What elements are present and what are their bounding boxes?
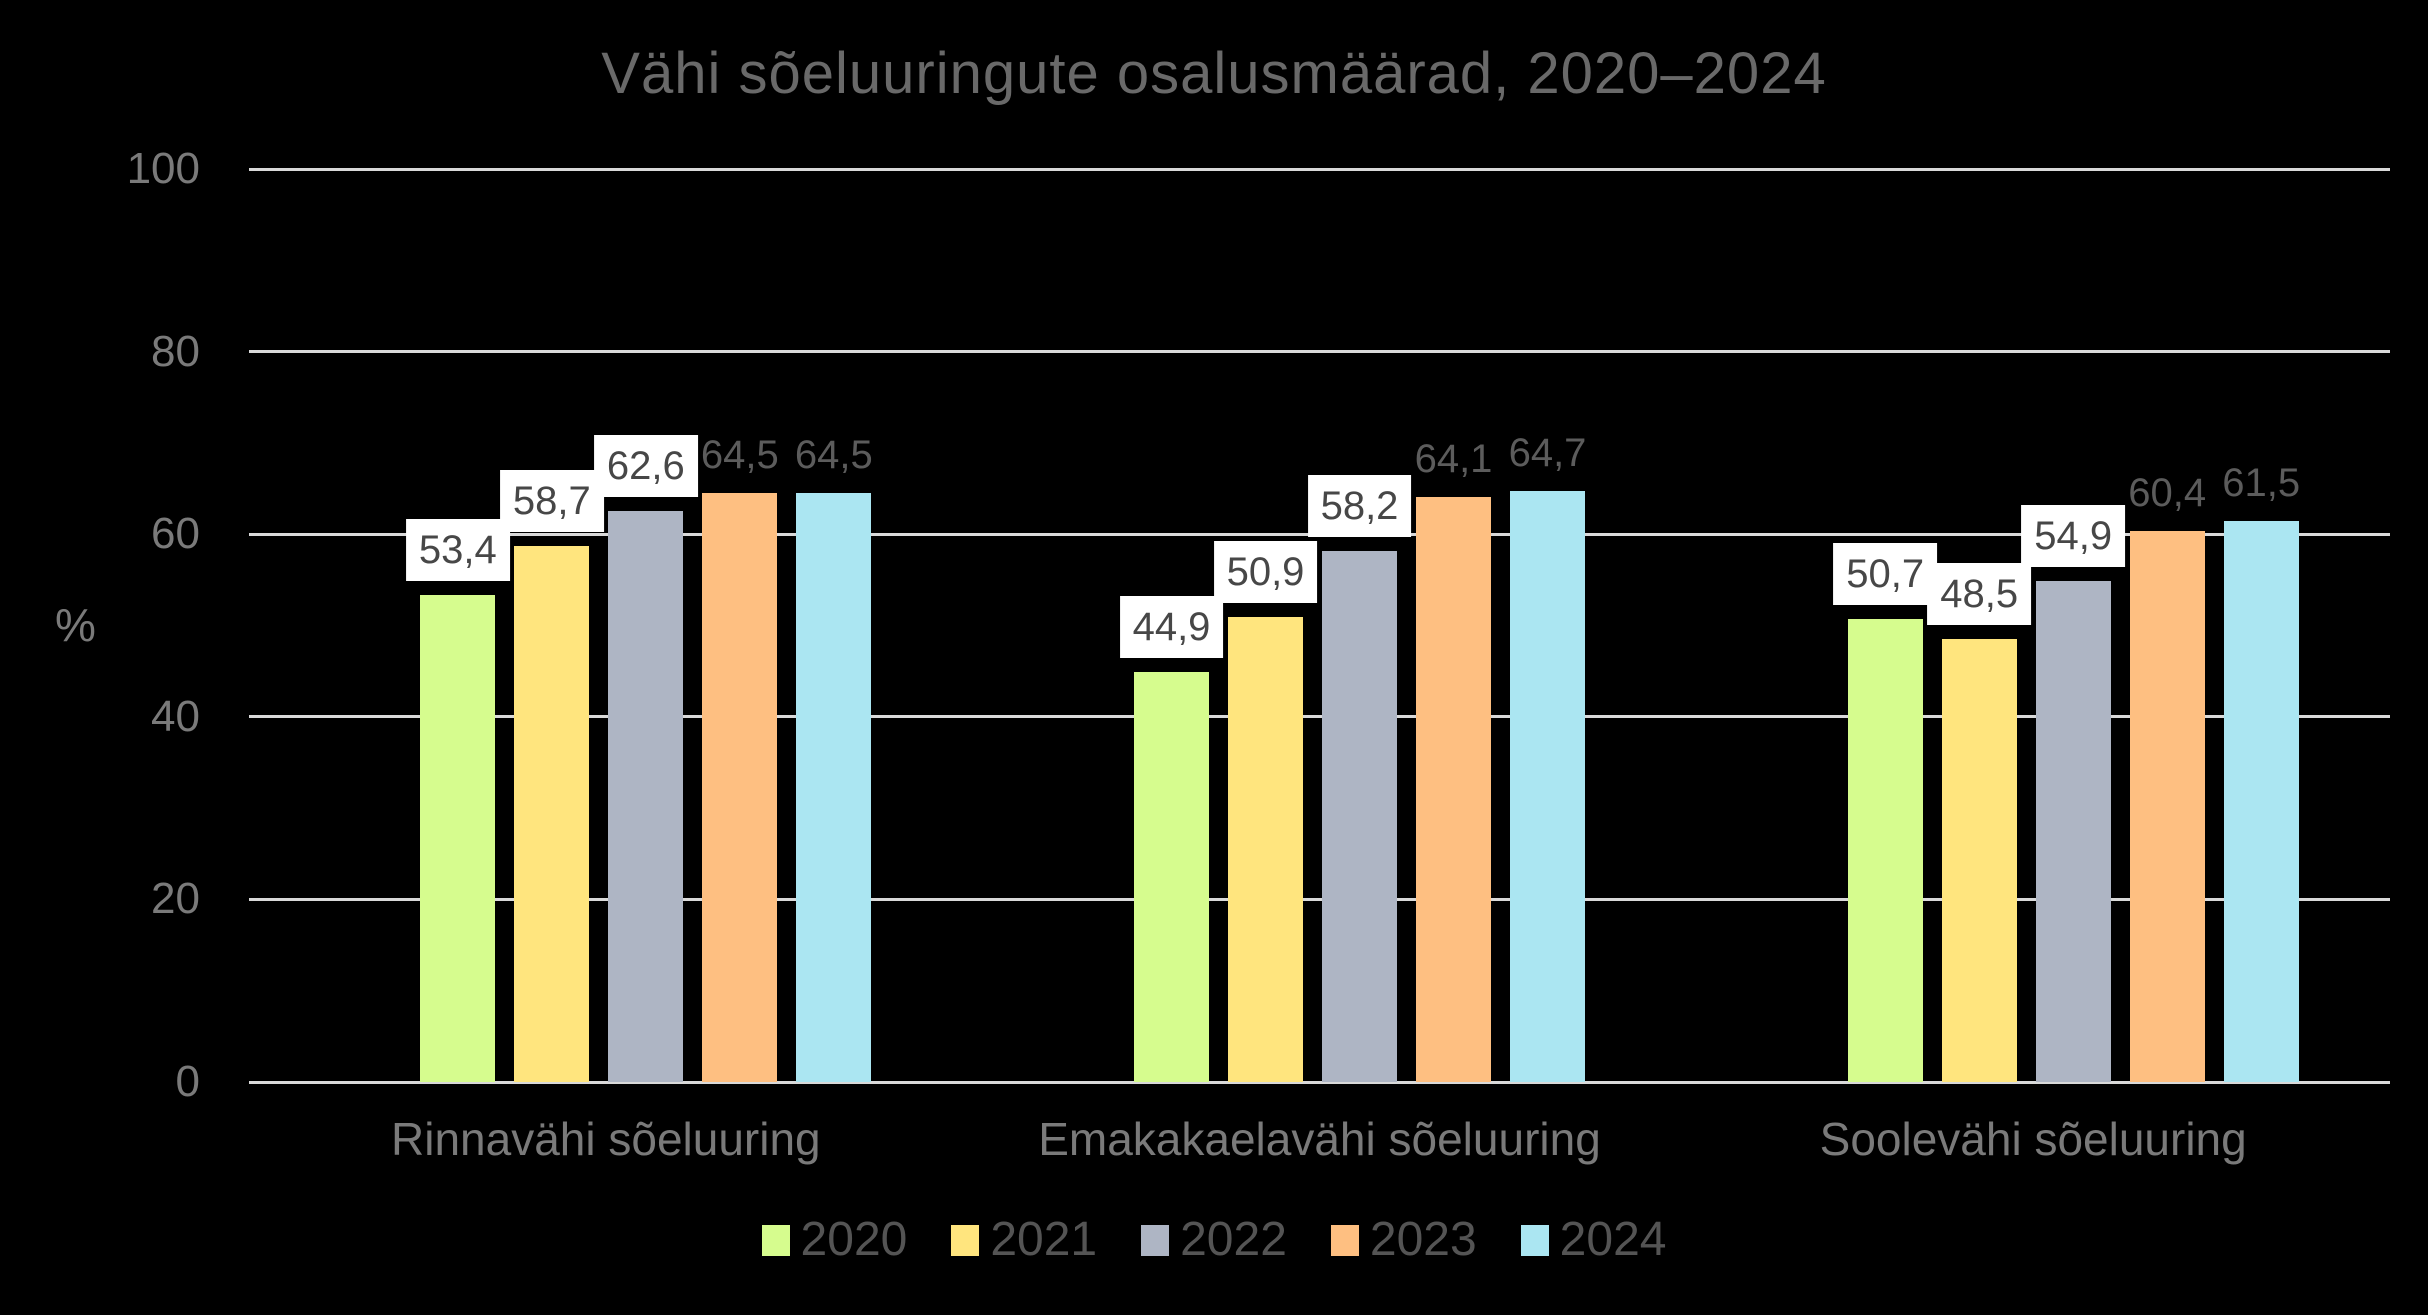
legend-swatch <box>1520 1224 1549 1256</box>
y-tick-label: 20 <box>151 874 200 924</box>
bar-value-label: 53,4 <box>405 518 510 581</box>
legend-item-2023: 2023 <box>1330 1213 1477 1266</box>
legend-label: 2024 <box>1559 1213 1667 1266</box>
bar-groups: 53,4 58,7 62,6 64,5 64,5 44,9 50,9 58,2 64,1 64,7… <box>249 169 2390 1082</box>
bar-value-label: 50,9 <box>1213 541 1318 604</box>
bar-value-label: 64,5 <box>700 433 779 478</box>
bar-2024: 64,5 <box>795 435 873 1082</box>
bar-group: 44,9 50,9 58,2 64,1 64,7 <box>1003 169 1717 1082</box>
plot-area: 53,4 58,7 62,6 64,5 64,5 44,9 50,9 58,2 64,1 64,7… <box>127 144 2390 1106</box>
bar-value-label: 60,4 <box>2128 470 2207 515</box>
legend-item-2024: 2024 <box>1520 1213 1667 1266</box>
gridline <box>249 897 2390 901</box>
bar-value-label: 64,7 <box>1508 431 1587 476</box>
bar-value-label: 58,7 <box>499 470 604 533</box>
legend-item-2021: 2021 <box>951 1216 1097 1264</box>
bar-2023: 64,5 <box>701 435 779 1082</box>
bar-2022: 58,2 <box>1307 474 1412 1082</box>
category-label: Emakakaelavähi sõeluuring <box>1038 1113 1601 1165</box>
legend-label: 2023 <box>1369 1213 1477 1266</box>
y-axis-unit-label: % <box>55 599 96 651</box>
bar-value-label: 48,5 <box>1927 563 2032 626</box>
legend-label: 2022 <box>1180 1213 1287 1266</box>
gridline <box>249 1080 2390 1084</box>
bar-2020: 53,4 <box>405 518 510 1082</box>
bar-value-label: 64,5 <box>794 433 873 478</box>
legend-label: 2021 <box>990 1213 1098 1266</box>
category-label: Rinnavähi sõeluuring <box>391 1113 821 1165</box>
bar-value-label: 58,2 <box>1307 474 1412 537</box>
bar-2021: 58,7 <box>499 470 604 1082</box>
bar-2023: 64,1 <box>1415 439 1492 1082</box>
legend-swatch <box>1330 1224 1359 1256</box>
bar-2022: 62,6 <box>593 434 698 1082</box>
chart-title: Vähi sõeluuringute osalusmäärad, 2020–20… <box>601 41 1827 106</box>
bar-value-label: 64,1 <box>1414 436 1493 481</box>
legend-swatch <box>761 1224 790 1256</box>
legend-swatch <box>1141 1224 1170 1256</box>
x-axis-category-labels: Rinnavähi sõeluuring Emakakaelavähi sõelu… <box>249 1112 2390 1166</box>
category-label: Soolevähi sõeluuring <box>1819 1113 2247 1165</box>
gridline <box>249 167 2390 171</box>
gridline <box>249 715 2390 719</box>
legend-item-2022: 2022 <box>1141 1216 1287 1264</box>
legend-swatch <box>951 1224 980 1256</box>
bar-2021: 50,9 <box>1213 541 1318 1082</box>
legend-item-2020: 2020 <box>761 1213 908 1266</box>
y-tick-label: 80 <box>151 326 200 376</box>
legend: 2020 2021 2022 2023 2024 <box>0 1216 2428 1264</box>
bar-group: 53,4 58,7 62,6 64,5 64,5 <box>289 169 1003 1082</box>
y-tick-label: 100 <box>126 144 200 193</box>
y-tick-label: 0 <box>175 1057 200 1106</box>
bar-2024: 64,7 <box>1509 433 1586 1082</box>
bar-value-label: 61,5 <box>2222 460 2301 505</box>
legend-label: 2020 <box>800 1213 908 1266</box>
bar-value-label: 50,7 <box>1833 543 1938 606</box>
bar-value-label: 44,9 <box>1119 596 1224 659</box>
y-tick-label: 40 <box>151 691 200 741</box>
bar-2023: 60,4 <box>2128 473 2206 1082</box>
bar-2020: 50,7 <box>1833 543 1938 1082</box>
bar-2024: 61,5 <box>2222 463 2300 1082</box>
bar-2021: 48,5 <box>1927 563 2032 1082</box>
bar-group: 50,7 48,5 54,9 60,4 61,5 <box>1716 169 2428 1082</box>
bar-2020: 44,9 <box>1119 596 1224 1082</box>
bar-2022: 54,9 <box>2021 504 2126 1082</box>
y-tick-label: 60 <box>151 509 200 559</box>
bar-value-label: 62,6 <box>593 434 698 497</box>
gridline <box>249 350 2390 354</box>
bar-value-label: 54,9 <box>2021 504 2126 567</box>
